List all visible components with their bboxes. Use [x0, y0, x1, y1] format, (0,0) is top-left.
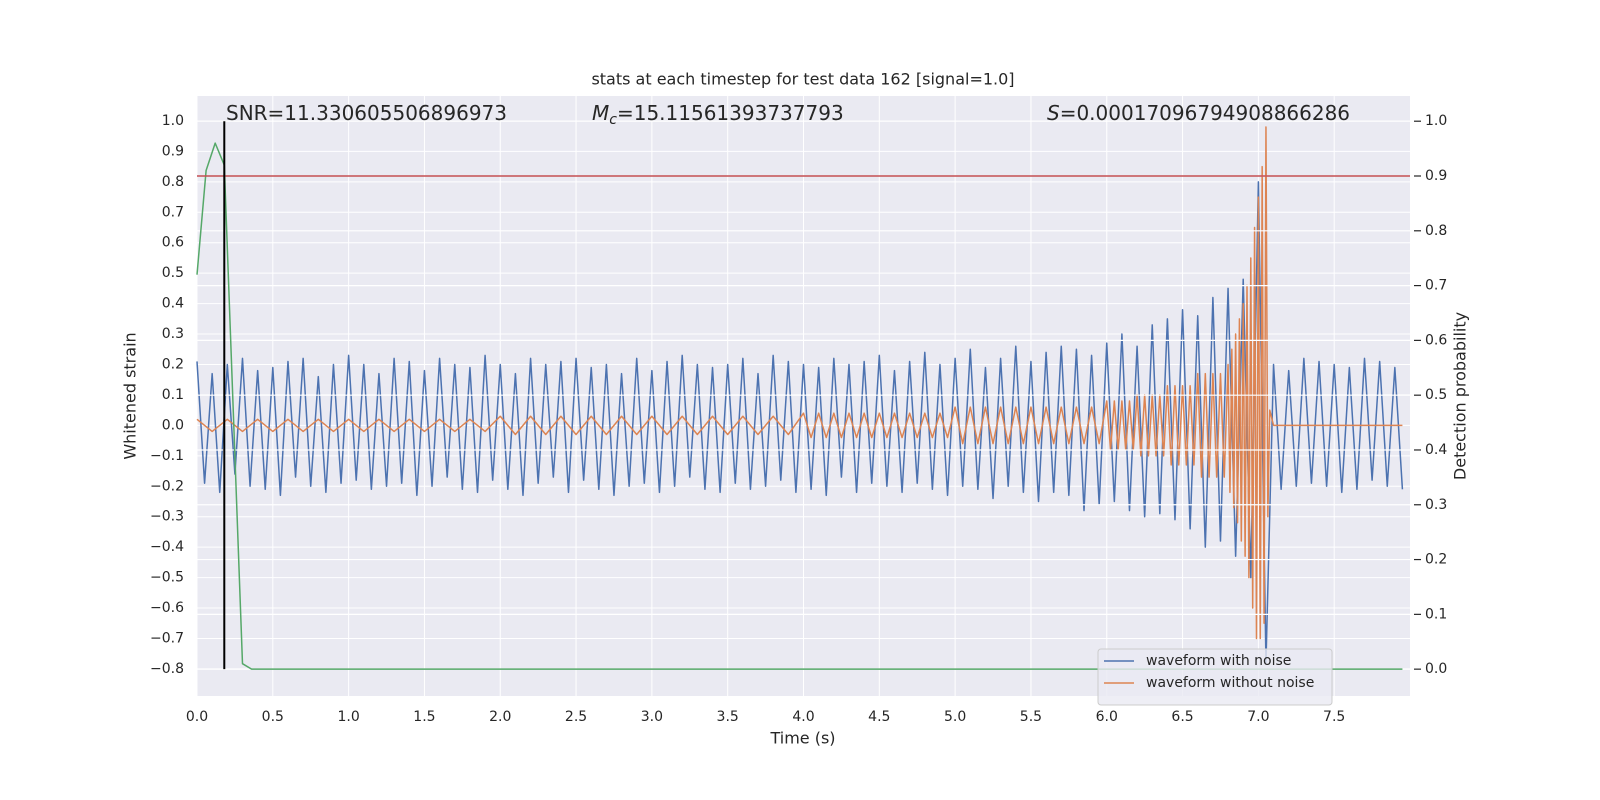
- y2-tick-label: 0.9: [1425, 168, 1447, 184]
- x-tick-label: 3.5: [717, 709, 739, 725]
- y-tick-label: 0.6: [162, 235, 184, 251]
- annotation-text: =15.11561393737793: [617, 101, 844, 125]
- y-tick-label: −0.6: [150, 600, 184, 616]
- y-tick-label: −0.3: [150, 509, 184, 525]
- y-tick-label: 0.7: [162, 204, 184, 220]
- annotation: SNR=11.330605506896973: [226, 101, 507, 125]
- annotation-text: SNR=11.330605506896973: [226, 101, 507, 125]
- y-tick-label: −0.2: [150, 478, 184, 494]
- x-tick-label: 2.0: [489, 709, 511, 725]
- x-tick-label: 6.5: [1171, 709, 1193, 725]
- x-tick-label: 6.0: [1096, 709, 1118, 725]
- x-tick-label: 0.5: [262, 709, 284, 725]
- y2-tick-label: 0.4: [1425, 442, 1447, 458]
- y-tick-label: 0.0: [162, 417, 184, 433]
- y2-tick-label: 0.1: [1425, 606, 1447, 622]
- y-tick-label: 1.0: [162, 113, 184, 129]
- x-tick-label: 1.5: [413, 709, 435, 725]
- y2-tick-label: 0.7: [1425, 278, 1447, 294]
- y2-tick-label: 0.0: [1425, 661, 1447, 677]
- x-tick-label: 5.5: [1020, 709, 1042, 725]
- y-tick-label: 0.9: [162, 143, 184, 159]
- y-tick-label: 0.2: [162, 356, 184, 372]
- legend-box: [1097, 648, 1333, 706]
- y-tick-label: 0.8: [162, 174, 184, 190]
- series-line: [196, 126, 1403, 640]
- legend-label: waveform with noise: [1146, 653, 1291, 669]
- x-tick-label: 5.0: [944, 709, 966, 725]
- y-tick-label: −0.5: [150, 570, 184, 586]
- x-tick-label: 0.0: [186, 709, 208, 725]
- x-axis-label: Time (s): [769, 729, 835, 748]
- y2-tick-label: 0.3: [1425, 497, 1447, 513]
- y-tick-label: 0.4: [162, 296, 184, 312]
- y-tick-label: −0.7: [150, 630, 184, 646]
- legend-label: waveform without noise: [1146, 675, 1314, 691]
- annotation-text: =0.00017096794908866286: [1060, 101, 1350, 125]
- y2-tick-label: 0.5: [1425, 387, 1447, 403]
- x-tick-label: 4.0: [792, 709, 814, 725]
- y2-tick-label: 0.8: [1425, 223, 1447, 239]
- y2-tick-label: 0.6: [1425, 332, 1447, 348]
- y-tick-label: −0.8: [150, 661, 184, 677]
- y-tick-label: −0.4: [150, 539, 184, 555]
- x-tick-label: 3.0: [641, 709, 663, 725]
- x-tick-label: 4.5: [868, 709, 890, 725]
- x-tick-label: 2.5: [565, 709, 587, 725]
- y-tick-label: 0.5: [162, 265, 184, 281]
- annotation-symbol: M: [592, 101, 609, 125]
- chart-title: stats at each timestep for test data 162…: [591, 70, 1014, 89]
- x-tick-label: 7.0: [1247, 709, 1269, 725]
- x-tick-label: 1.0: [337, 709, 359, 725]
- y-axis-label: Whitened strain: [121, 332, 140, 459]
- annotation: S=0.00017096794908866286: [1047, 101, 1350, 125]
- y2-tick-label: 0.2: [1425, 552, 1447, 568]
- y-tick-label: 0.1: [162, 387, 184, 403]
- y2-axis-label: Detection probability: [1451, 312, 1470, 480]
- y-tick-label: −0.1: [150, 448, 184, 464]
- annotation: Mc=15.11561393737793: [592, 101, 844, 129]
- y-tick-label: 0.3: [162, 326, 184, 342]
- series-line: [196, 181, 1404, 664]
- annotation-symbol: S: [1047, 101, 1060, 125]
- annotation-subscript: c: [609, 112, 617, 128]
- y2-tick-label: 1.0: [1425, 113, 1447, 129]
- x-tick-label: 7.5: [1323, 709, 1345, 725]
